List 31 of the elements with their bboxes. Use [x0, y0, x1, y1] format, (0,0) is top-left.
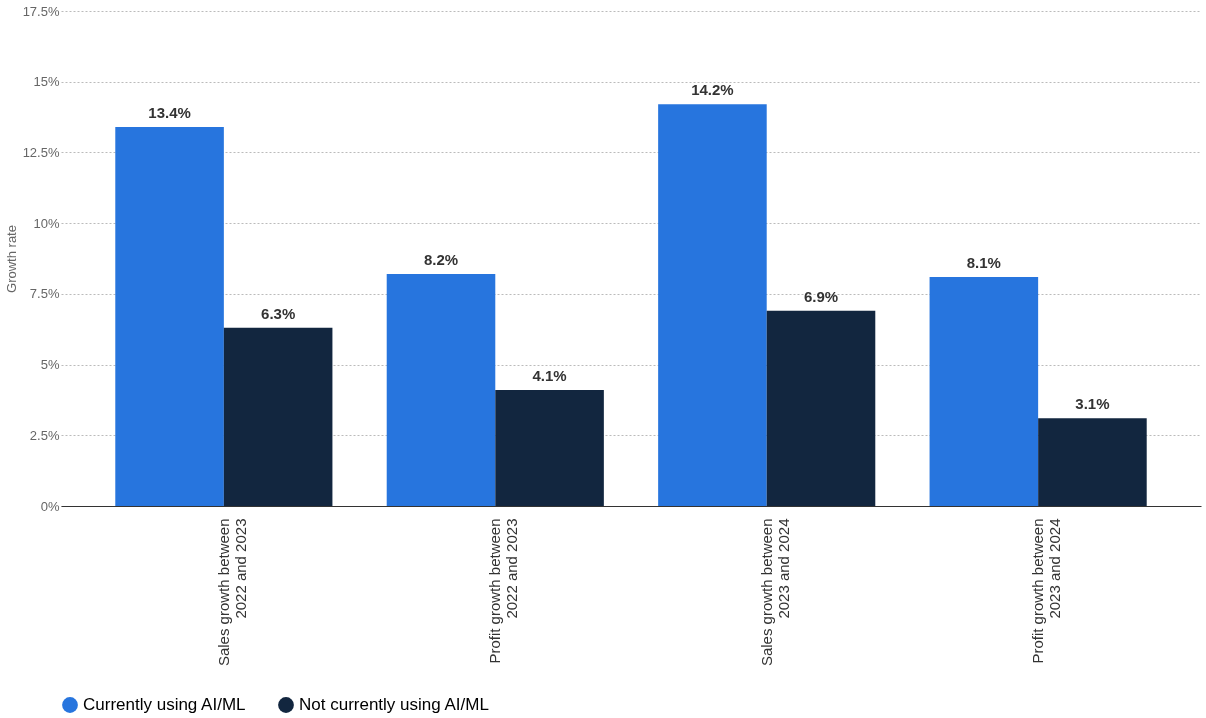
x-tick-label: Profit growth between 2022 and 2023 [486, 518, 521, 664]
legend-label: Not currently using AI/ML [299, 695, 489, 714]
data-label: 6.3% [261, 304, 296, 322]
bar [386, 274, 496, 506]
bar [1038, 418, 1147, 506]
x-tick-label: Profit growth between 2023 and 2024 [1029, 518, 1064, 664]
y-tick-label: 0% [40, 498, 60, 514]
legend-label: Currently using AI/ML [83, 695, 246, 714]
y-tick-label: 7.5% [29, 286, 60, 302]
y-tick-label: 10% [33, 215, 60, 231]
bar [766, 310, 876, 506]
data-label: 13.4% [148, 103, 191, 121]
x-tick-label: Sales growth between 2023 and 2024 [757, 518, 792, 667]
bar [658, 104, 767, 506]
y-tick-label: 2.5% [29, 427, 60, 443]
bar [115, 126, 224, 506]
y-axis-title: Growth rate [3, 225, 19, 293]
data-label: 14.2% [691, 81, 734, 99]
bar [929, 276, 1039, 506]
y-tick-label: 15% [33, 74, 60, 90]
y-tick-label: 5% [40, 357, 60, 373]
x-tick-label: Sales growth between 2022 and 2023 [214, 518, 249, 667]
data-label: 4.1% [532, 367, 567, 385]
data-label: 8.1% [966, 253, 1001, 271]
data-label: 8.2% [423, 251, 459, 269]
data-label: 6.9% [803, 287, 839, 305]
bar [223, 327, 333, 506]
bar [495, 390, 604, 506]
data-label: 3.1% [1075, 395, 1110, 413]
y-tick-label: 12.5% [22, 144, 60, 160]
y-tick-label: 17.5% [22, 3, 60, 19]
